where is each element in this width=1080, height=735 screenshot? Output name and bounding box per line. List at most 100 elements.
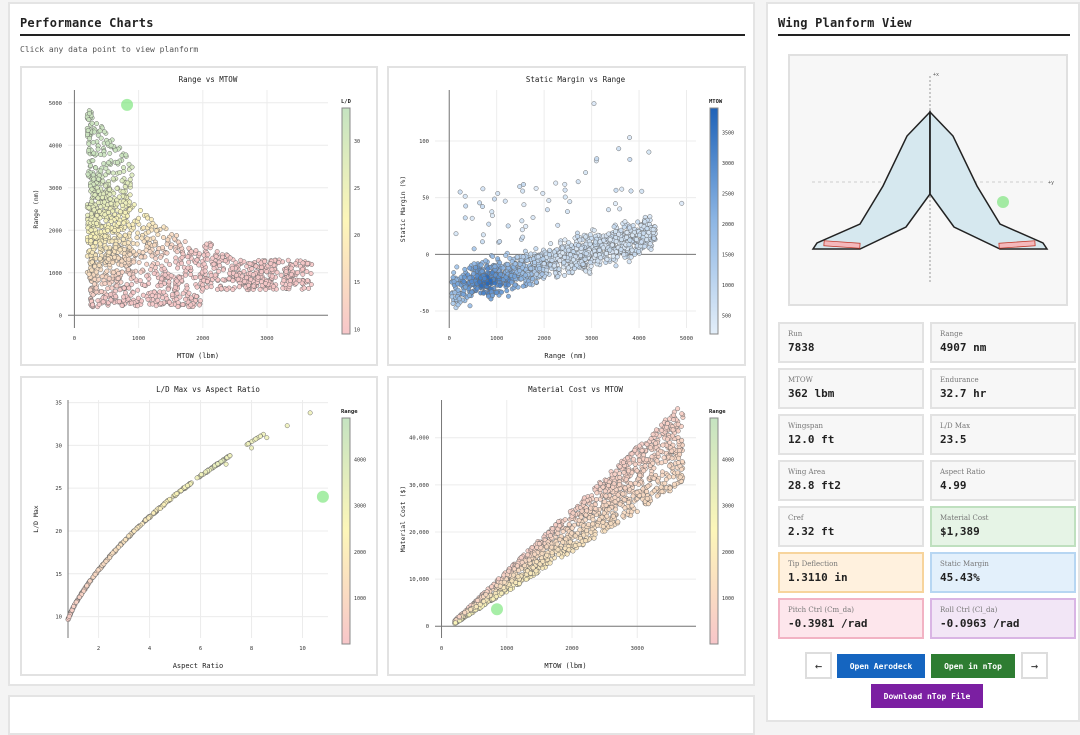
data-point[interactable] bbox=[98, 168, 104, 174]
data-point[interactable] bbox=[183, 296, 188, 302]
data-point[interactable] bbox=[227, 453, 233, 459]
data-point[interactable] bbox=[90, 139, 96, 145]
data-point[interactable] bbox=[505, 223, 511, 229]
data-point[interactable] bbox=[621, 252, 627, 258]
data-point[interactable] bbox=[125, 267, 131, 272]
data-point[interactable] bbox=[621, 460, 626, 465]
data-point[interactable] bbox=[675, 421, 681, 427]
data-point[interactable] bbox=[675, 435, 681, 440]
data-point[interactable] bbox=[126, 533, 132, 539]
data-point[interactable] bbox=[467, 303, 473, 309]
data-point[interactable] bbox=[220, 254, 226, 260]
data-point[interactable] bbox=[131, 274, 136, 280]
data-point[interactable] bbox=[626, 259, 632, 265]
data-point[interactable] bbox=[557, 523, 562, 529]
data-point[interactable] bbox=[139, 298, 144, 304]
data-point[interactable] bbox=[514, 563, 520, 569]
data-point[interactable] bbox=[604, 256, 610, 262]
data-point[interactable] bbox=[644, 496, 650, 502]
data-point[interactable] bbox=[114, 160, 120, 165]
data-point[interactable] bbox=[288, 265, 294, 271]
data-point[interactable] bbox=[477, 602, 483, 608]
data-point[interactable] bbox=[593, 506, 599, 512]
data-point[interactable] bbox=[636, 232, 642, 238]
data-point[interactable] bbox=[116, 194, 122, 200]
data-point[interactable] bbox=[197, 274, 203, 280]
data-point[interactable] bbox=[106, 256, 112, 262]
data-point[interactable] bbox=[138, 207, 143, 213]
data-point[interactable] bbox=[174, 290, 180, 296]
data-point[interactable] bbox=[102, 183, 108, 189]
data-point[interactable] bbox=[278, 272, 284, 278]
data-point[interactable] bbox=[194, 475, 200, 481]
data-point[interactable] bbox=[544, 552, 550, 558]
data-point[interactable] bbox=[480, 232, 486, 238]
data-point[interactable] bbox=[569, 530, 575, 536]
selected-point-highlight[interactable] bbox=[316, 490, 329, 503]
data-point[interactable] bbox=[173, 255, 179, 261]
data-point[interactable] bbox=[92, 281, 97, 287]
data-point[interactable] bbox=[612, 495, 618, 501]
data-point[interactable] bbox=[583, 251, 589, 257]
data-point[interactable] bbox=[94, 213, 100, 218]
data-point[interactable] bbox=[463, 284, 468, 290]
data-point[interactable] bbox=[539, 551, 545, 557]
data-point[interactable] bbox=[227, 255, 233, 261]
data-point[interactable] bbox=[179, 260, 185, 266]
data-point[interactable] bbox=[485, 266, 491, 272]
data-point[interactable] bbox=[490, 253, 496, 259]
data-point[interactable] bbox=[184, 285, 190, 291]
data-point[interactable] bbox=[561, 260, 567, 265]
data-point[interactable] bbox=[659, 460, 665, 466]
data-point[interactable] bbox=[135, 230, 141, 236]
data-point[interactable] bbox=[251, 283, 257, 289]
data-point[interactable] bbox=[180, 302, 186, 307]
data-point[interactable] bbox=[116, 220, 122, 226]
data-point[interactable] bbox=[103, 245, 109, 251]
data-point[interactable] bbox=[101, 129, 107, 135]
data-point[interactable] bbox=[557, 258, 563, 264]
data-point[interactable] bbox=[186, 259, 192, 265]
data-point[interactable] bbox=[100, 178, 106, 184]
data-point[interactable] bbox=[606, 231, 612, 237]
data-point[interactable] bbox=[588, 263, 594, 269]
data-point[interactable] bbox=[113, 293, 119, 299]
data-point[interactable] bbox=[235, 276, 241, 282]
data-point[interactable] bbox=[492, 196, 497, 202]
data-point[interactable] bbox=[233, 260, 239, 266]
data-point[interactable] bbox=[629, 503, 635, 509]
data-point[interactable] bbox=[281, 278, 287, 284]
data-point[interactable] bbox=[208, 243, 214, 248]
data-point[interactable] bbox=[642, 219, 648, 225]
data-point[interactable] bbox=[679, 411, 685, 417]
data-point[interactable] bbox=[174, 278, 180, 284]
data-point[interactable] bbox=[116, 271, 121, 276]
data-point[interactable] bbox=[654, 493, 660, 499]
data-point[interactable] bbox=[469, 289, 475, 295]
data-point[interactable] bbox=[474, 286, 480, 292]
data-point[interactable] bbox=[117, 287, 123, 293]
data-point[interactable] bbox=[554, 541, 560, 547]
data-point[interactable] bbox=[557, 240, 563, 246]
data-point[interactable] bbox=[517, 184, 523, 189]
data-point[interactable] bbox=[203, 469, 208, 475]
data-point[interactable] bbox=[502, 198, 508, 204]
data-point[interactable] bbox=[560, 245, 565, 251]
data-point[interactable] bbox=[466, 293, 472, 298]
data-point[interactable] bbox=[165, 237, 171, 243]
data-point[interactable] bbox=[567, 199, 573, 205]
data-point[interactable] bbox=[213, 253, 219, 259]
data-point[interactable] bbox=[630, 456, 636, 462]
data-point[interactable] bbox=[257, 433, 263, 439]
data-point[interactable] bbox=[244, 275, 249, 281]
data-point[interactable] bbox=[127, 244, 133, 250]
data-point[interactable] bbox=[473, 265, 478, 270]
data-point[interactable] bbox=[139, 235, 145, 241]
data-point[interactable] bbox=[175, 300, 181, 306]
data-point[interactable] bbox=[520, 254, 526, 260]
data-point[interactable] bbox=[129, 164, 135, 170]
data-point[interactable] bbox=[71, 603, 77, 609]
data-point[interactable] bbox=[174, 491, 180, 497]
data-point[interactable] bbox=[216, 268, 222, 274]
